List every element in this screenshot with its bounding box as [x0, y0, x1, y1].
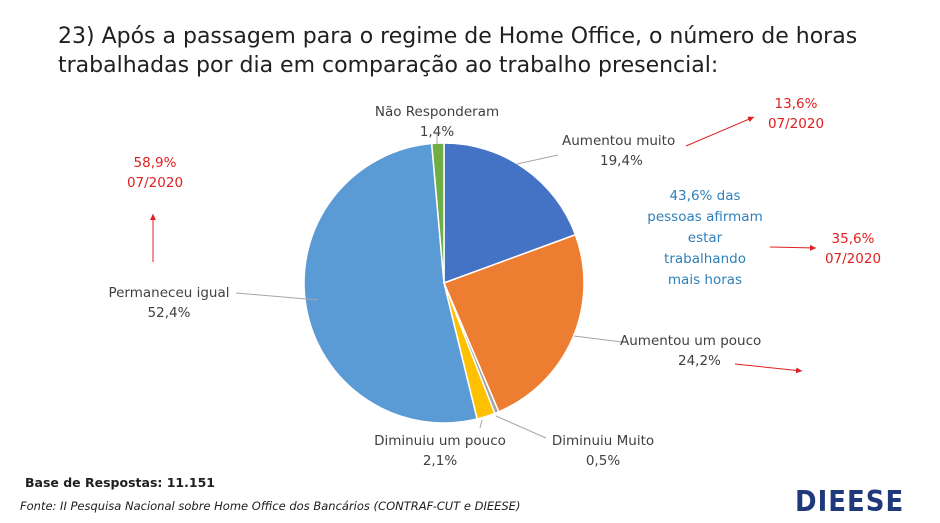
slice-value: 52,4% — [147, 305, 191, 321]
pie-slices — [303, 142, 585, 424]
total-increase-note: 43,6% das pessoas afirmam estar trabalha… — [640, 186, 770, 291]
chart-title: 23) Após a passagem para o regime de Hom… — [58, 22, 918, 80]
response-base: Base de Respostas: 11.151 — [25, 475, 215, 490]
pie-slice-permaneceu-igual — [303, 142, 479, 424]
slice-name: Não Responderam — [374, 104, 500, 120]
comparison-value: 13,6% — [774, 96, 818, 112]
comparison-date: 07/2020 — [824, 251, 882, 267]
arrow-total-aumento — [769, 244, 817, 251]
leader-line-aumentou-pouco — [573, 335, 623, 343]
comparison-aumentou-muito: 13,6% 07/2020 — [756, 94, 836, 134]
slice-label-diminuiu-pouco: Diminuiu um pouco 2,1% — [358, 431, 522, 471]
leader-lines — [235, 134, 623, 439]
title-line-1: 23) Após a passagem para o regime de Hom… — [58, 24, 858, 49]
slice-name: Diminuiu Muito — [551, 433, 655, 449]
leader-line-diminuiu-muito — [495, 415, 547, 439]
slice-name: Aumentou um pouco — [620, 333, 762, 349]
leader-line-aumentou-muito — [516, 154, 559, 165]
note-line: 43,6% das — [669, 188, 741, 204]
arrow-aumentou-muito — [685, 116, 755, 147]
slice-label-diminuiu-muito: Diminuiu Muito 0,5% — [538, 431, 668, 471]
slice-value: 2,1% — [422, 453, 458, 469]
pie-slice-n-o-responderam — [430, 142, 445, 284]
slice-label-nao-responderam: Não Responderam 1,4% — [362, 102, 512, 142]
source-note: Fonte: II Pesquisa Nacional sobre Home O… — [20, 499, 521, 513]
comparison-date: 07/2020 — [126, 175, 184, 191]
comparison-value: 35,6% — [831, 231, 875, 247]
leader-line-permaneceu — [235, 292, 319, 301]
comparison-arrows — [150, 116, 817, 374]
slice-value: 1,4% — [419, 124, 455, 140]
pie-slice-aumentou-um-pouco — [443, 233, 585, 413]
slice-value: 24,2% — [678, 353, 721, 369]
note-line: pessoas afirmam — [647, 209, 763, 225]
arrow-aumentou-pouco — [734, 363, 803, 374]
slice-name: Permaneceu igual — [108, 285, 230, 301]
comparison-date: 07/2020 — [767, 116, 825, 132]
slice-label-aumentou-pouco: Aumentou um pouco 24,2% — [620, 331, 790, 371]
slice-value: 19,4% — [600, 153, 643, 169]
dieese-logo: DIEESE — [795, 485, 905, 519]
slice-name: Aumentou muito — [562, 133, 676, 149]
slice-label-permaneceu-igual: Permaneceu igual 52,4% — [92, 283, 246, 323]
slice-label-aumentou-muito: Aumentou muito 19,4% — [562, 131, 692, 171]
note-line: trabalhando — [664, 251, 746, 267]
slice-name: Diminuiu um pouco — [374, 433, 506, 449]
comparison-value: 58,9% — [133, 155, 177, 171]
comparison-total-aumento: 35,6% 07/2020 — [812, 229, 894, 269]
pie-slice-aumentou-muito — [443, 142, 577, 285]
note-line: estar — [687, 230, 723, 246]
slice-value: 0,5% — [585, 453, 621, 469]
comparison-permaneceu-igual: 58,9% 07/2020 — [114, 153, 196, 193]
leader-line-diminuiu-pouco — [479, 419, 483, 429]
note-line: mais horas — [667, 272, 743, 288]
title-line-2: trabalhadas por dia em comparação ao tra… — [58, 53, 719, 78]
